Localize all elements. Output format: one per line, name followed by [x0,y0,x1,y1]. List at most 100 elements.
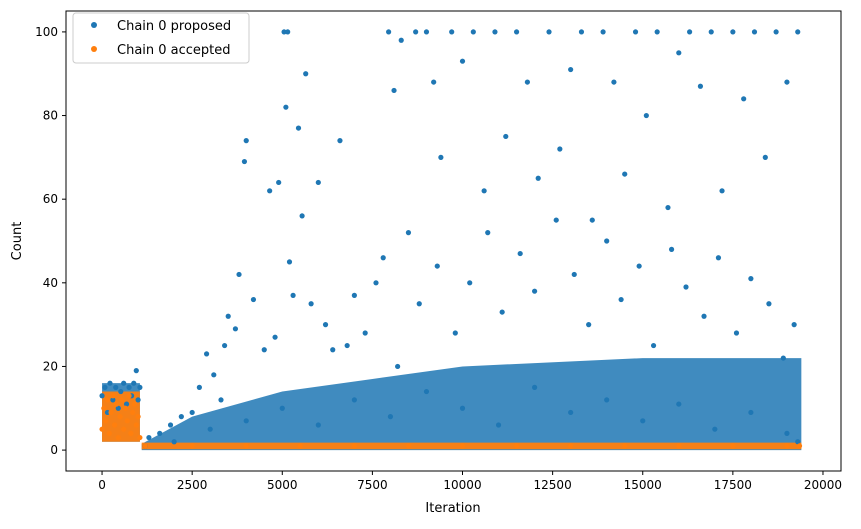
proposed-point [243,138,249,144]
proposed-point [344,342,350,349]
proposed-point [121,380,127,386]
y-tick-label: 80 [43,109,58,123]
proposed-point [115,405,121,411]
proposed-point [243,418,249,424]
proposed-point [654,29,660,35]
accepted-point [130,409,136,416]
proposed-point [553,217,559,223]
proposed-point [272,334,278,340]
proposed-point [499,309,505,315]
proposed-point [481,188,487,194]
proposed-point [207,426,213,432]
legend-marker-proposed [91,22,97,28]
proposed-point [715,255,722,261]
proposed-point [719,188,725,194]
proposed-point [232,326,239,332]
proposed-point [524,79,530,85]
accepted-point [297,443,303,449]
proposed-point [586,322,592,328]
accepted-point [243,443,249,449]
proposed-point [618,296,624,303]
proposed-point [386,29,392,35]
proposed-point [697,83,704,89]
proposed-point [557,146,563,152]
accepted-point [117,414,123,420]
proposed-point [189,409,195,416]
proposed-point [784,79,790,85]
proposed-point [131,380,137,386]
proposed-point [285,29,291,35]
proposed-point [337,138,343,144]
proposed-point [532,384,538,390]
x-tick-label: 20000 [804,478,842,492]
proposed-point [741,96,747,102]
proposed-point [295,125,302,131]
accepted-point [119,397,125,403]
proposed-point [459,405,466,411]
accepted-point [104,397,111,403]
proposed-point [110,397,116,403]
accepted-point [115,434,121,441]
proposed-point [196,384,202,390]
proposed-point [279,405,285,411]
proposed-point [283,104,289,110]
proposed-point [405,230,412,236]
proposed-point [568,409,574,416]
accepted-point [128,430,134,436]
accepted-point [513,443,520,449]
proposed-point [434,263,440,269]
x-tick-label: 15000 [624,478,662,492]
proposed-point [315,422,321,428]
proposed-point [589,217,595,223]
proposed-dense-band-main [141,358,802,451]
accepted-point [730,443,736,449]
proposed-point [241,158,248,165]
proposed-point [203,351,210,357]
proposed-point [622,171,628,177]
proposed-point [308,301,314,307]
proposed-point [604,397,610,403]
proposed-point [330,347,336,353]
proposed-point [398,37,404,43]
proposed-point [568,66,574,73]
x-tick-label: 2500 [177,478,208,492]
accepted-point [568,443,574,449]
proposed-point [632,29,639,35]
proposed-point [102,384,108,390]
proposed-point [261,347,267,353]
accepted-point [131,401,138,407]
proposed-point [416,301,422,307]
proposed-point [391,87,397,94]
accepted-point [113,401,120,407]
accepted-point [135,414,141,420]
x-tick-label: 0 [98,478,106,492]
proposed-point [676,50,682,56]
proposed-point [290,292,296,298]
proposed-point [766,301,772,307]
proposed-point [167,422,174,428]
proposed-point [171,439,177,445]
x-axis-ticks: 0 2500 5000 7500 10000 12500 15000 17500 20000 [98,471,842,492]
proposed-point [104,409,111,416]
accepted-point [121,426,127,432]
proposed-point [467,280,473,286]
accepted-point [126,393,132,399]
y-axis-ticks: 0 20 40 60 80 100 [35,25,66,457]
accepted-point [676,443,682,449]
accepted-point [124,418,130,424]
proposed-point [748,409,754,416]
proposed-point [380,255,386,261]
proposed-point [267,188,273,194]
proposed-point [751,29,758,35]
proposed-point [126,384,132,390]
x-tick-label: 12500 [534,478,572,492]
y-tick-label: 40 [43,276,58,290]
proposed-point [733,330,740,336]
y-tick-label: 20 [43,359,58,373]
proposed-point [135,397,141,403]
proposed-point [546,29,552,35]
proposed-point [773,29,779,35]
accepted-point [137,434,143,441]
proposed-point [604,238,610,244]
